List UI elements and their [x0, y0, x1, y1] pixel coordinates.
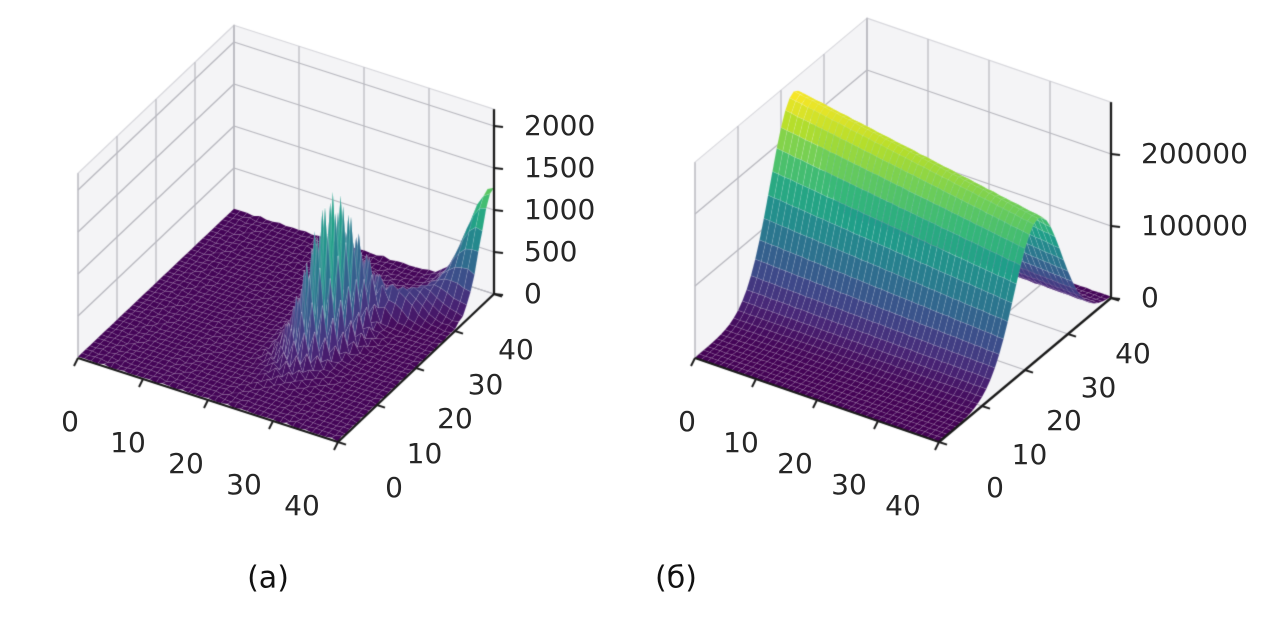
x-tick-label: 10	[110, 426, 146, 459]
y-tick-label: 0	[986, 471, 1004, 504]
y-tick-label: 10	[1011, 437, 1048, 471]
z-tick-label: 500	[524, 235, 578, 268]
x-tick-label: 0	[678, 405, 696, 438]
z-tick-label: 0	[1141, 281, 1159, 314]
x-tick-label: 40	[885, 489, 921, 522]
subplot-a-caption: (а)	[247, 560, 289, 596]
y-tick-label: 10	[406, 436, 443, 470]
z-tick-label: 1500	[524, 151, 596, 184]
z-tick-label: 100000	[1141, 209, 1248, 242]
x-tick-label: 40	[284, 489, 320, 522]
z-tick-label: 200000	[1141, 137, 1248, 170]
x-tick-label: 20	[777, 447, 813, 480]
y-tick-label: 20	[437, 402, 473, 435]
x-tick-label: 30	[226, 468, 262, 501]
y-tick-label: 40	[498, 333, 534, 366]
x-tick-label: 10	[723, 426, 759, 459]
z-tick-label: 2000	[524, 109, 596, 142]
x-tick-label: 20	[168, 447, 204, 480]
y-tick-label: 30	[1080, 370, 1117, 404]
z-tick-label: 1000	[524, 193, 596, 226]
subplot-b-caption: (б)	[655, 560, 697, 596]
y-tick-label: 40	[1115, 337, 1151, 370]
y-tick-label: 20	[1046, 404, 1082, 437]
x-tick-label: 0	[61, 405, 79, 438]
x-tick-label: 30	[831, 468, 867, 501]
y-tick-label: 0	[385, 471, 403, 504]
z-tick-label: 0	[524, 277, 542, 310]
y-tick-label: 30	[467, 367, 504, 401]
